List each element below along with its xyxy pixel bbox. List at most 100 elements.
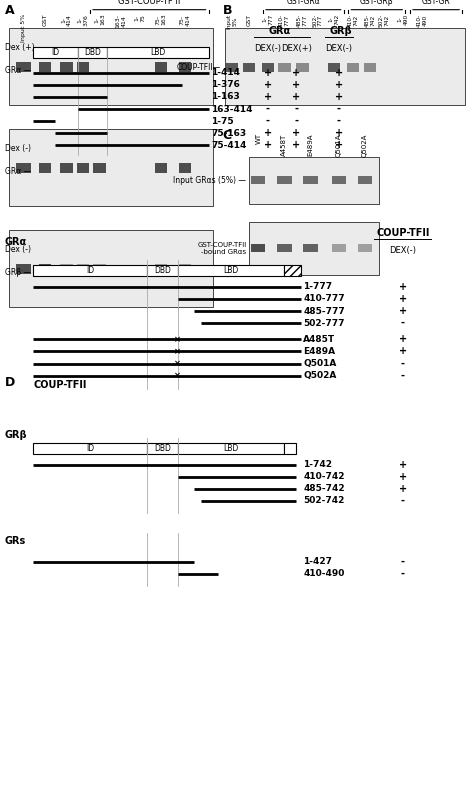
Text: 1-
490: 1- 490 — [398, 14, 408, 25]
Bar — [9, 230, 213, 307]
Text: 410-
490: 410- 490 — [417, 14, 427, 27]
Bar — [277, 244, 292, 252]
Text: 485-
742: 485- 742 — [365, 14, 375, 27]
Text: +: + — [399, 472, 407, 482]
Text: +: + — [335, 68, 343, 78]
Text: 1-
75: 1- 75 — [135, 14, 145, 22]
Bar — [77, 62, 89, 72]
Bar — [147, 443, 178, 454]
Text: +: + — [335, 141, 343, 150]
Text: +: + — [292, 92, 301, 102]
Text: Dex (-): Dex (-) — [5, 144, 31, 153]
Text: LBD: LBD — [223, 266, 239, 276]
Text: 1-
777: 1- 777 — [263, 14, 273, 25]
Text: A: A — [5, 4, 14, 17]
Bar — [147, 265, 178, 276]
Text: 1-427: 1-427 — [303, 557, 332, 566]
Text: Input
5%: Input 5% — [227, 14, 237, 29]
Text: GRβ —: GRβ — — [5, 268, 31, 277]
Text: DBD: DBD — [84, 48, 101, 57]
Bar — [303, 244, 318, 252]
Bar — [358, 176, 372, 184]
Text: 485-777: 485-777 — [303, 306, 345, 316]
Text: 410-742: 410-742 — [303, 472, 345, 482]
Text: +: + — [399, 347, 407, 356]
Text: 502-742: 502-742 — [303, 496, 345, 506]
Bar — [284, 443, 296, 454]
Bar — [77, 263, 89, 273]
Text: DEX(+): DEX(+) — [281, 44, 312, 53]
Text: ×: × — [174, 347, 181, 356]
Text: -: - — [266, 116, 270, 126]
Bar — [364, 62, 376, 71]
Text: Q502A: Q502A — [362, 133, 368, 157]
Text: -: - — [294, 104, 298, 114]
Text: 1-777: 1-777 — [303, 282, 332, 292]
Text: GRβ: GRβ — [330, 27, 353, 36]
Bar — [60, 163, 73, 173]
Text: +: + — [399, 282, 407, 292]
Bar — [226, 62, 238, 71]
Text: A485T: A485T — [303, 335, 336, 344]
Bar — [60, 263, 73, 273]
Text: 1-414: 1-414 — [211, 68, 240, 78]
Text: +: + — [292, 68, 301, 78]
Text: +: + — [335, 92, 343, 102]
Text: +: + — [399, 460, 407, 469]
Text: D: D — [5, 376, 15, 389]
Text: ID: ID — [52, 48, 60, 57]
Text: ID: ID — [86, 266, 94, 276]
Text: 1-
376: 1- 376 — [78, 14, 88, 26]
Text: 1-
163: 1- 163 — [94, 14, 105, 26]
Text: WT: WT — [255, 133, 261, 145]
Text: GST-COUP-TF II: GST-COUP-TF II — [118, 0, 181, 6]
Bar — [278, 62, 291, 71]
Bar — [39, 62, 51, 72]
Bar — [107, 47, 209, 57]
Text: 75-163: 75-163 — [211, 128, 246, 138]
Text: -: - — [401, 557, 405, 566]
Text: Input 5%: Input 5% — [21, 14, 26, 42]
Text: 1-742: 1-742 — [303, 460, 332, 469]
Bar — [225, 28, 465, 105]
Text: 163-414: 163-414 — [211, 104, 253, 114]
Bar — [296, 62, 309, 71]
Text: -: - — [266, 104, 270, 114]
Bar — [155, 263, 167, 273]
Text: -: - — [401, 371, 405, 381]
Text: -: - — [337, 104, 341, 114]
Bar — [33, 265, 147, 276]
Text: GST-GRβ: GST-GRβ — [360, 0, 393, 6]
Text: +: + — [399, 484, 407, 494]
Text: DEX(-): DEX(-) — [326, 44, 352, 53]
Text: -: - — [401, 359, 405, 368]
Text: Q501A: Q501A — [303, 359, 337, 368]
Bar — [243, 62, 255, 71]
Text: 410-777: 410-777 — [303, 294, 345, 304]
Text: B: B — [223, 4, 232, 17]
Text: ×: × — [174, 335, 181, 344]
Text: 1-75: 1-75 — [211, 116, 234, 126]
Bar — [9, 28, 213, 105]
Text: GRs: GRs — [5, 537, 26, 546]
Text: Dex (-): Dex (-) — [5, 245, 31, 254]
Text: -: - — [294, 116, 298, 126]
Text: +: + — [292, 141, 301, 150]
Text: 410-
742: 410- 742 — [348, 14, 358, 27]
Bar — [328, 62, 340, 71]
Text: C: C — [223, 129, 232, 142]
Text: GST-GR: GST-GR — [422, 0, 450, 6]
Bar — [179, 62, 191, 72]
Bar — [60, 62, 73, 72]
Bar — [93, 263, 106, 273]
Text: +: + — [264, 141, 272, 150]
Text: GRβ: GRβ — [5, 430, 27, 440]
Text: COUP-TFII: COUP-TFII — [376, 229, 429, 238]
Text: 502-777: 502-777 — [303, 318, 345, 328]
Text: +: + — [399, 294, 407, 304]
Bar — [284, 265, 301, 276]
Text: 410-
777: 410- 777 — [279, 14, 290, 27]
Text: GRα —: GRα — — [5, 167, 31, 176]
Text: -: - — [401, 496, 405, 506]
Text: 485-742: 485-742 — [303, 484, 345, 494]
